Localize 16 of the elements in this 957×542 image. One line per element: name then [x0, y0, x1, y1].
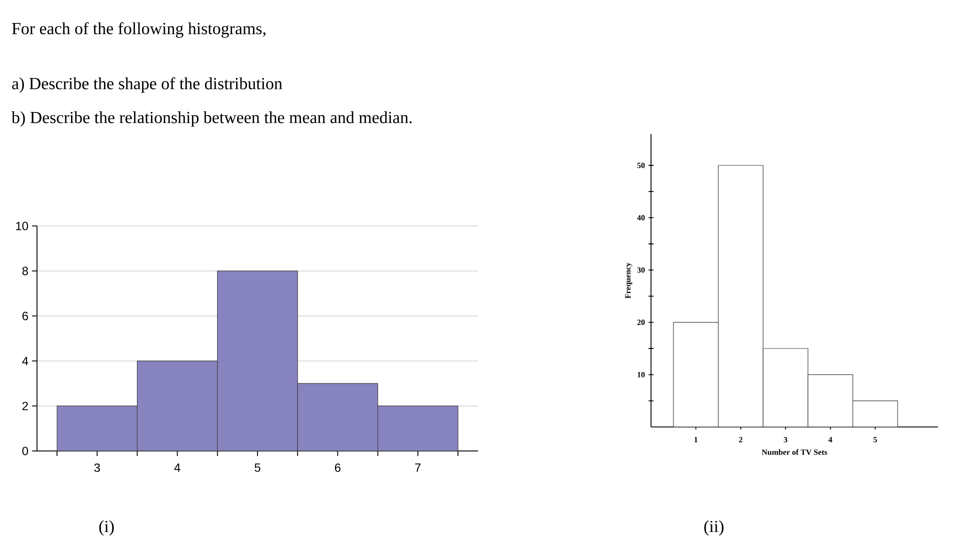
y-tick-label: 0 — [22, 446, 28, 456]
y-tick-label: 6 — [22, 312, 28, 320]
y-tick-label: 10 — [16, 222, 28, 230]
x-tick-label: 7 — [415, 463, 421, 472]
chart-title: For each of the following histograms, — [12, 22, 266, 38]
text: b) Describe the relationship between the mean and median. — [12, 111, 412, 127]
x-tick-label: 6 — [334, 463, 340, 472]
y-tick-label: 2 — [22, 402, 28, 410]
text: (ii) — [704, 520, 724, 536]
x-tick-label: 5 — [254, 463, 260, 472]
text: a) Describe the shape of the distribution — [12, 77, 282, 93]
y-tick-label: 4 — [22, 356, 28, 366]
x-tick-label: 4 — [174, 463, 180, 472]
y-tick-label: 8 — [22, 266, 28, 276]
x-tick-label: 3 — [94, 463, 100, 472]
text: (i) — [99, 520, 114, 536]
